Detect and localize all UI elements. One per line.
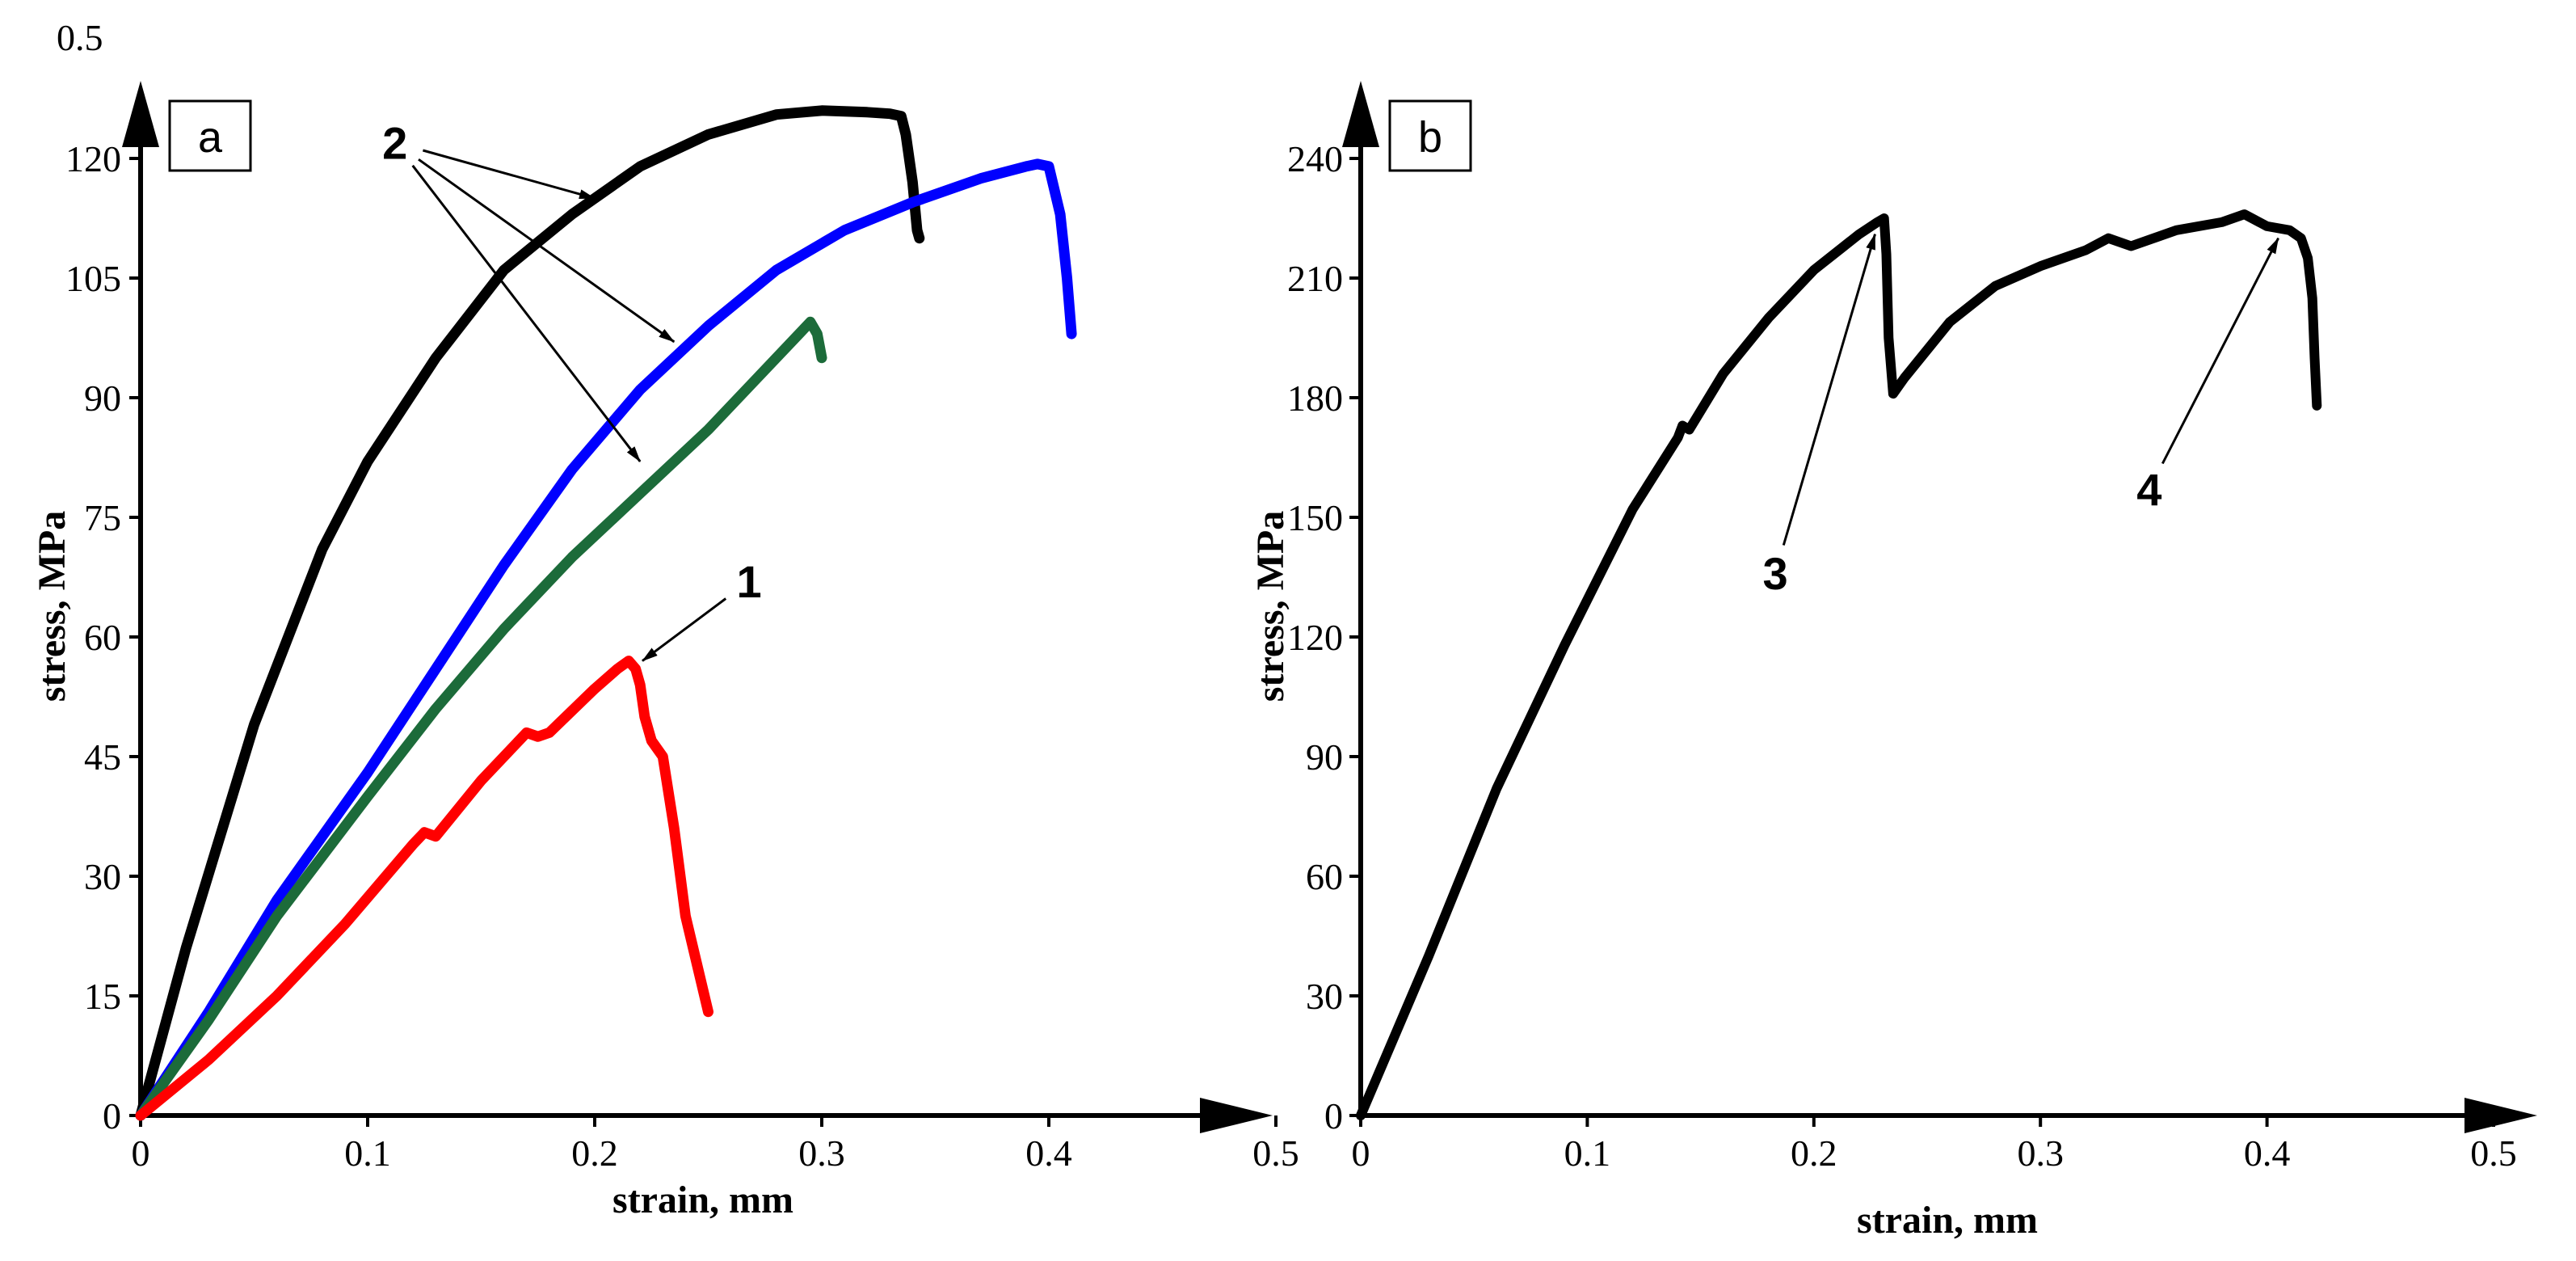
series-red-line-a	[135, 656, 713, 1121]
annotation-arrow-3	[1782, 233, 1876, 546]
x-tick-label-b: 0.3	[2017, 1132, 2064, 1174]
y-tick-label-a: 45	[84, 736, 121, 778]
annotation-arrow-2	[411, 164, 642, 462]
y-tick-label-b: 240	[1287, 138, 1343, 179]
x-tick-label-b: 0.1	[1564, 1132, 1611, 1174]
y-axis-title-b: stress, MPa	[1249, 511, 1292, 702]
annotation-arrow-1	[642, 597, 727, 662]
annotation-arrow-4	[2161, 237, 2279, 465]
x-axis-arrowhead-b	[2464, 1098, 2537, 1133]
x-tick-label-a: 0.4	[1025, 1132, 1072, 1174]
y-axis-title-a: stress, MPa	[31, 511, 74, 702]
y-axis-arrowhead-b	[1342, 81, 1379, 147]
series-black-line-a	[135, 105, 925, 1121]
y-tick-label-b: 90	[1306, 736, 1343, 778]
annotation-arrow-2	[422, 149, 596, 200]
y-tick-label-b: 0	[1324, 1095, 1343, 1137]
y-tick-label-a: 30	[84, 856, 121, 897]
x-tick-label-b: 0.2	[1791, 1132, 1837, 1174]
series-blue-line-a	[135, 158, 1077, 1121]
corner-label-a: 0.5	[57, 17, 103, 58]
y-tick-label-a: 15	[84, 976, 121, 1017]
y-tick-label-a: 60	[84, 617, 121, 658]
series-black-line-b	[1356, 209, 2322, 1120]
x-tick-label-a: 0.5	[1252, 1132, 1299, 1174]
x-tick-label-b: 0.4	[2244, 1132, 2291, 1174]
y-tick-label-a: 0	[103, 1095, 121, 1137]
x-axis-title-a: strain, mm	[612, 1179, 793, 1221]
panel-label-box-b	[1388, 99, 1472, 172]
panel-label-b: b	[1418, 113, 1442, 162]
y-tick-label-b: 180	[1287, 377, 1343, 419]
x-axis-arrowhead-a	[1200, 1098, 1273, 1133]
y-tick-label-b: 30	[1306, 976, 1343, 1017]
y-tick-label-a: 90	[84, 377, 121, 419]
x-tick-label-b: 0	[1352, 1132, 1370, 1174]
annotation-label-3: 3	[1763, 548, 1788, 599]
y-tick-label-b: 210	[1287, 258, 1343, 299]
annotation-label-4: 4	[2136, 464, 2161, 515]
panel-b: 0 0.1 0.2 0.3 0.4 0.5 0 30 60 90 120 150 180 210 240 b…	[1249, 81, 2537, 1242]
annotation-arrow-2	[418, 158, 676, 344]
x-tick-label-a: 0.3	[798, 1132, 845, 1174]
y-tick-label-a: 105	[65, 258, 121, 299]
panel-label-a: a	[198, 113, 223, 162]
y-axis-arrowhead-a	[122, 81, 159, 147]
x-tick-label-a: 0.1	[344, 1132, 391, 1174]
annotation-label-2: 2	[382, 117, 407, 168]
x-tick-label-a: 0.2	[571, 1132, 618, 1174]
x-tick-label-a: 0	[132, 1132, 150, 1174]
y-tick-label-b: 60	[1306, 856, 1343, 897]
panel-label-box-a	[168, 99, 252, 172]
y-tick-label-b: 120	[1287, 617, 1343, 658]
annotation-label-1: 1	[737, 556, 762, 607]
x-axis-title-b: strain, mm	[1857, 1199, 2038, 1242]
y-tick-label-a: 120	[65, 138, 121, 179]
x-tick-label-b: 0.5	[2470, 1132, 2517, 1174]
series-green-line-a	[135, 316, 827, 1121]
y-tick-label-b: 150	[1287, 497, 1343, 538]
y-tick-label-a: 75	[84, 497, 121, 538]
